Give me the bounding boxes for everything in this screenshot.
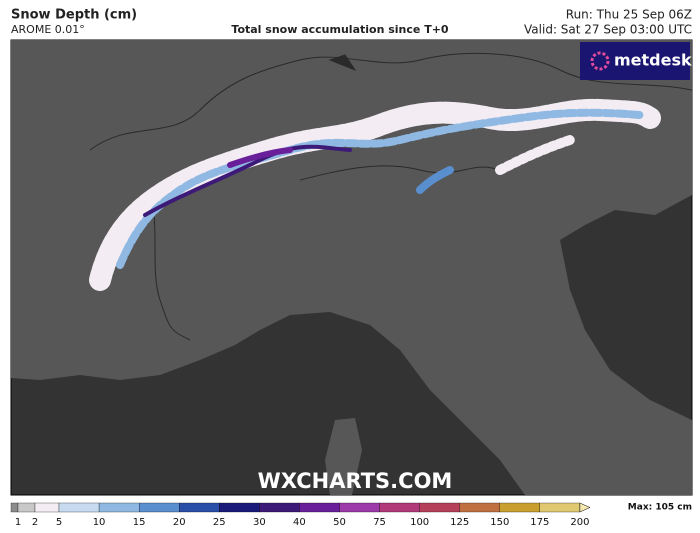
legend-swatch: [179, 502, 220, 513]
run-time: Run: Thu 25 Sep 06Z: [566, 8, 692, 22]
legend-swatch: [138, 502, 180, 513]
logo-text: metdesk: [614, 51, 692, 70]
legend-label: 1: [15, 517, 21, 528]
legend-swatch: [539, 502, 581, 513]
legend-swatch: [339, 502, 380, 513]
legend-swatch: [259, 502, 300, 513]
legend: 1 2 5 10 15 20 25 30 40 50 75 100 125 150 175 200: [10, 502, 591, 528]
map: metdesk WXCHARTS.COM: [10, 39, 693, 496]
max-value: Max: 105 cm: [628, 503, 692, 513]
snow-cover: [89, 98, 661, 291]
legend-swatch: [499, 502, 540, 513]
logo-box: [580, 42, 690, 80]
legend-label: 20: [173, 517, 186, 528]
legend-label: 5: [56, 517, 62, 528]
legend-swatch: [17, 502, 36, 513]
legend-swatch: [419, 502, 460, 513]
legend-label: 200: [570, 517, 589, 528]
title: Snow Depth (cm): [11, 8, 137, 23]
legend-swatch: [10, 502, 19, 513]
legend-swatch: [219, 502, 260, 513]
legend-label: 15: [133, 517, 146, 528]
valid-time: Valid: Sat 27 Sep 03:00 UTC: [524, 23, 692, 37]
legend-swatch: [34, 502, 60, 513]
legend-label: 10: [93, 517, 106, 528]
legend-swatch: [58, 502, 100, 513]
legend-label: 40: [293, 517, 306, 528]
legend-label: 150: [490, 517, 509, 528]
corsica: [325, 418, 362, 495]
borders: [89, 52, 693, 341]
legend-swatch: [299, 502, 340, 513]
legend-swatch: [459, 502, 500, 513]
watermark: WXCHARTS.COM: [258, 469, 453, 493]
legend-label: 50: [333, 517, 346, 528]
legend-label: 2: [32, 517, 38, 528]
logo-icon: [590, 51, 610, 71]
legend-label: 75: [373, 517, 386, 528]
legend-label: 100: [410, 517, 429, 528]
legend-swatch: [98, 502, 140, 513]
model: AROME 0.01°: [11, 23, 85, 36]
legend-label: 175: [530, 517, 549, 528]
legend-label: 125: [450, 517, 469, 528]
legend-swatch: [379, 502, 420, 513]
legend-label: 25: [213, 517, 226, 528]
legend-arrow: [579, 502, 591, 513]
legend-label: 30: [253, 517, 266, 528]
subtitle: Total snow accumulation since T+0: [231, 23, 449, 36]
land: [11, 40, 692, 495]
